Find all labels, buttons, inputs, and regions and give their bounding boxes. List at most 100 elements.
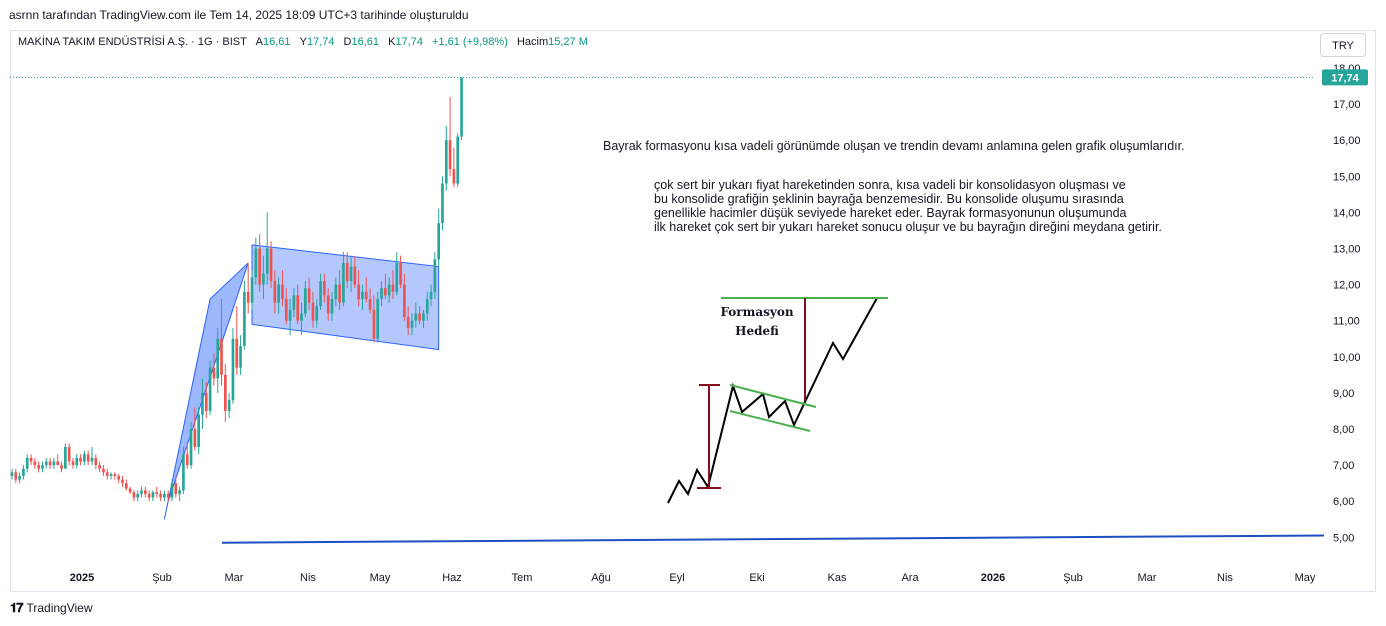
- candle-body: [243, 291, 246, 346]
- annotation-body-line[interactable]: genellikle hacimler düşük seviyede harek…: [654, 206, 1127, 220]
- y-tick-label: 14,00: [1333, 207, 1361, 219]
- currency-button[interactable]: TRY: [1320, 33, 1366, 57]
- candle-body: [44, 461, 48, 466]
- y-tick-label: 5,00: [1333, 532, 1354, 544]
- candle-body: [140, 490, 143, 494]
- candle-body: [83, 454, 86, 462]
- candle-body: [201, 392, 204, 415]
- candle-body: [425, 299, 429, 314]
- schematic-flag-lower[interactable]: [729, 410, 811, 432]
- candle-body: [64, 447, 67, 469]
- candle-body: [132, 492, 136, 498]
- annotation-title[interactable]: Bayrak formasyonu kısa vadeli görünümde …: [603, 139, 1185, 153]
- candle-body: [311, 302, 315, 321]
- flag-schematic-path[interactable]: [667, 297, 878, 504]
- candle-body: [75, 457, 79, 466]
- x-tick-label: Eki: [749, 572, 764, 584]
- candle-body: [56, 461, 60, 466]
- candle-body: [41, 465, 44, 469]
- x-tick-label: Şub: [1063, 572, 1083, 584]
- candle-body: [284, 299, 288, 321]
- candle-body: [380, 288, 383, 300]
- candle-body: [166, 493, 170, 498]
- y-tick-label: 12,00: [1333, 280, 1361, 292]
- x-tick-label: Mar: [225, 572, 244, 584]
- candle-body: [258, 248, 261, 285]
- candle-body: [102, 468, 105, 473]
- y-tick-label: 16,00: [1333, 135, 1361, 147]
- candle-body: [105, 472, 109, 476]
- chart-caption: asrnn tarafından TradingView.com ile Tem…: [9, 8, 469, 22]
- candle-body: [220, 338, 223, 375]
- candle-body: [235, 338, 239, 368]
- candle-body: [128, 488, 132, 493]
- candle-body: [456, 136, 460, 184]
- x-tick-label: May: [370, 572, 391, 584]
- candle-body: [349, 266, 353, 281]
- y-tick-label: 17,00: [1333, 99, 1361, 111]
- candle-body: [29, 457, 33, 462]
- candle-body: [364, 291, 368, 300]
- candle-body: [14, 472, 18, 480]
- y-tick-label: 8,00: [1333, 424, 1354, 436]
- candle-body: [391, 284, 395, 292]
- candle-body: [372, 309, 376, 339]
- x-tick-label: Ara: [901, 572, 919, 584]
- volume-label: Hacim: [516, 36, 549, 48]
- candle-body: [52, 461, 56, 466]
- annotation-body-line[interactable]: ilk hareket çok sert bir yukarı hareket …: [654, 220, 1162, 234]
- x-tick-label: Eyl: [669, 572, 684, 584]
- candle-body: [109, 474, 113, 476]
- candle-body: [185, 454, 189, 466]
- candle-body: [174, 483, 178, 494]
- candle-body: [323, 280, 326, 296]
- candle-body: [144, 490, 147, 494]
- candle-body: [212, 367, 216, 379]
- candle-body: [418, 313, 421, 321]
- low-value: 16,61: [351, 36, 380, 48]
- candle-body: [67, 447, 71, 462]
- candle-body: [422, 313, 425, 321]
- candle-body: [33, 461, 37, 466]
- candle-body: [410, 320, 414, 328]
- y-tick-label: 15,00: [1333, 171, 1361, 183]
- candle-body: [170, 483, 174, 498]
- candle-body: [326, 295, 330, 314]
- candle-body: [121, 479, 124, 484]
- candle-body: [353, 266, 357, 285]
- candle-body: [437, 223, 440, 260]
- candle-body: [387, 284, 391, 296]
- candle-body: [159, 493, 162, 498]
- candle-body: [304, 288, 307, 314]
- last-price-badge: [1322, 69, 1368, 86]
- trendline[interactable]: [221, 534, 1325, 544]
- symbol-name[interactable]: MAKİNA TAKIM ENDÜSTRİSİ A.Ş. · 1G · BIST: [18, 36, 247, 48]
- schematic-flag-upper[interactable]: [729, 384, 817, 408]
- candle-body: [300, 313, 303, 321]
- open-value: 16,61: [263, 36, 291, 48]
- candle-body: [406, 317, 410, 328]
- volume-value: 15,27 M: [548, 36, 588, 48]
- candle-body: [452, 169, 456, 184]
- x-tick-label: 2025: [70, 572, 94, 584]
- y-tick-label: 7,00: [1333, 460, 1354, 472]
- candle-body: [155, 492, 159, 494]
- close-label: K: [388, 36, 396, 48]
- candle-body: [281, 284, 284, 300]
- candle-body: [334, 284, 338, 300]
- candle-body: [345, 262, 349, 281]
- candle-body: [71, 461, 75, 466]
- annotation-body-line[interactable]: bu konsolide grafiğin şeklinin bayrağa b…: [654, 192, 1124, 206]
- low-label: D: [343, 36, 352, 48]
- candle-body: [48, 461, 52, 466]
- target-label-line2[interactable]: Hedefi: [735, 324, 779, 338]
- symbol-legend: MAKİNA TAKIM ENDÜSTRİSİ A.Ş. · 1G · BIST…: [18, 36, 588, 48]
- annotation-body-line[interactable]: çok sert bir yukarı fiyat hareketinden s…: [654, 178, 1126, 192]
- x-tick-label: Mar: [1138, 572, 1157, 584]
- x-tick-label: Şub: [152, 572, 172, 584]
- target-label-line1[interactable]: Formasyon: [720, 305, 793, 319]
- x-tick-label: 2026: [981, 572, 1005, 584]
- x-tick-label: Tem: [512, 572, 533, 584]
- candle-body: [444, 140, 448, 184]
